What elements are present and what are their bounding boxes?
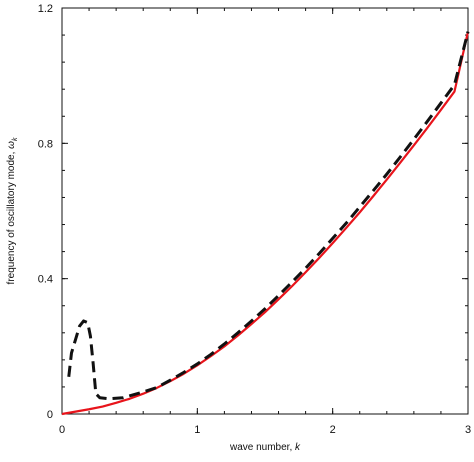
- series-line-solid: [61, 31, 470, 416]
- series-layer: [61, 31, 470, 416]
- x-tick-label: 3: [465, 424, 471, 436]
- y-axis-label: frequency of oscillatory mode, ωk: [6, 137, 19, 284]
- x-tick-label: 1: [194, 424, 200, 436]
- labels-layer: wave number, k frequency of oscillatory …: [6, 137, 301, 453]
- y-tick-label: 0: [47, 409, 53, 421]
- x-tick-label: 2: [330, 424, 336, 436]
- y-axis-label-text: frequency of oscillatory mode,: [6, 149, 17, 285]
- x-axis-label-text: wave number,: [229, 442, 295, 453]
- y-axis-label-subscript: k: [12, 137, 19, 141]
- axes-layer: [61, 7, 469, 415]
- x-tick-label: 0: [59, 424, 65, 436]
- plot-frame: [61, 7, 469, 415]
- y-tick-label: 0.8: [38, 138, 53, 150]
- x-axis-label: wave number, k: [229, 442, 301, 453]
- ticks-layer: 0 1 2 3 0 0.4 0.8 1.2: [38, 3, 471, 436]
- y-axis-label-symbol: ω: [6, 141, 17, 149]
- series-line-dashed: [67, 31, 470, 401]
- y-tick-label: 1.2: [38, 3, 53, 15]
- x-axis-label-symbol: k: [295, 442, 301, 453]
- y-tick-label: 0.4: [38, 274, 53, 286]
